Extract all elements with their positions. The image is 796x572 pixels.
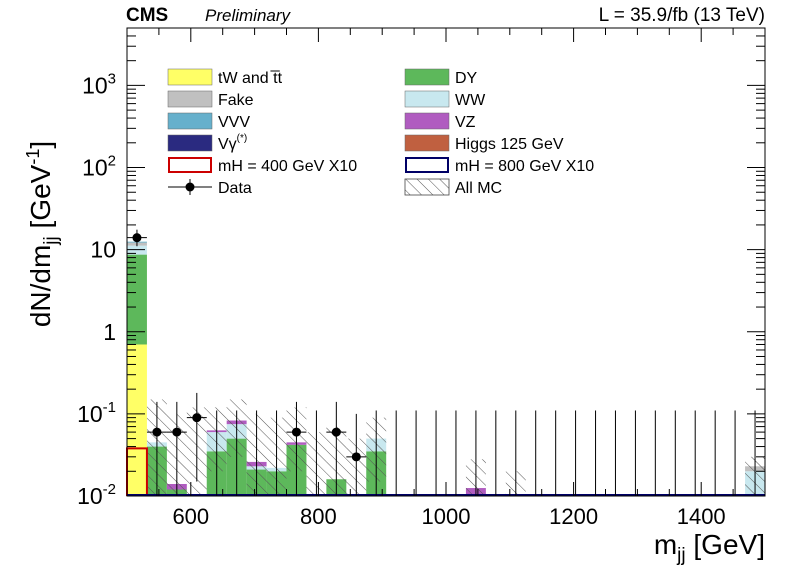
legend-label-higgs: Higgs 125 GeV <box>455 136 564 153</box>
status-label: Preliminary <box>205 6 292 25</box>
legend-label-mh800: mH = 800 GeV X10 <box>455 158 594 175</box>
legend-swatch-mh800 <box>405 157 449 173</box>
legend-swatch-vz <box>404 112 450 130</box>
y-tick-label: 10-1 <box>77 399 116 427</box>
legend-label-vvv: VVV <box>218 114 250 131</box>
legend-swatch-fake <box>167 90 213 108</box>
legend-label-mh400: mH = 400 GeV X10 <box>218 158 357 175</box>
x-axis-title: mjj [GeV] <box>654 529 765 566</box>
data-point <box>152 427 162 437</box>
y-tick-label: 102 <box>82 153 116 181</box>
x-tick-label: 600 <box>172 504 209 529</box>
data-point <box>192 413 202 423</box>
legend-swatch-vg <box>167 134 213 152</box>
legend-swatch-higgs <box>404 134 450 152</box>
legend-label-vg: Vγ(*) <box>218 133 247 153</box>
legend-label-allmc: All MC <box>455 180 502 197</box>
legend-label-tw: tW and t̅t <box>218 70 283 87</box>
y-tick-label: 1 <box>103 319 116 345</box>
x-tick-label: 1400 <box>677 504 726 529</box>
y-axis-title: dN/dmjj [GeV-1] <box>23 141 62 327</box>
legend-label-dy: DY <box>455 70 478 87</box>
stack-bar-tw <box>127 344 147 496</box>
data-point <box>331 427 341 437</box>
legend-swatch-dy <box>404 68 450 86</box>
data-point <box>132 233 142 243</box>
data-point <box>172 427 182 437</box>
legend-swatch-vvv <box>167 112 213 130</box>
experiment-label: CMS <box>126 5 168 26</box>
y-tick-label: 10-2 <box>77 481 116 509</box>
legend-swatch-data <box>185 182 195 192</box>
legend-swatch-ww <box>404 90 450 108</box>
legend-swatch-tw <box>167 68 213 86</box>
legend: tW and t̅t DY Fake WW VVV VZ Vγ(*) Higgs 125 Ge… <box>167 68 594 197</box>
legend-label-vz: VZ <box>455 114 476 131</box>
legend-swatch-allmc <box>404 178 450 196</box>
stack-bar-dy <box>127 254 147 345</box>
x-tick-label: 1200 <box>549 504 598 529</box>
x-tick-label: 800 <box>300 504 337 529</box>
legend-label-fake: Fake <box>218 92 254 109</box>
data-points <box>126 229 756 496</box>
axes: 600 800 1000 1200 1400 10-2 10-1 1 10 102 103 <box>77 27 766 529</box>
y-tick-label: 103 <box>82 70 116 98</box>
legend-swatch-mh400 <box>168 157 212 173</box>
legend-label-data: Data <box>218 180 252 197</box>
lumi-label: L = 35.9/fb (13 TeV) <box>599 5 765 26</box>
y-tick-label: 10 <box>90 237 116 263</box>
legend-label-ww: WW <box>455 92 486 109</box>
data-point <box>351 452 361 462</box>
x-tick-label: 1000 <box>422 504 471 529</box>
data-point <box>291 427 301 437</box>
